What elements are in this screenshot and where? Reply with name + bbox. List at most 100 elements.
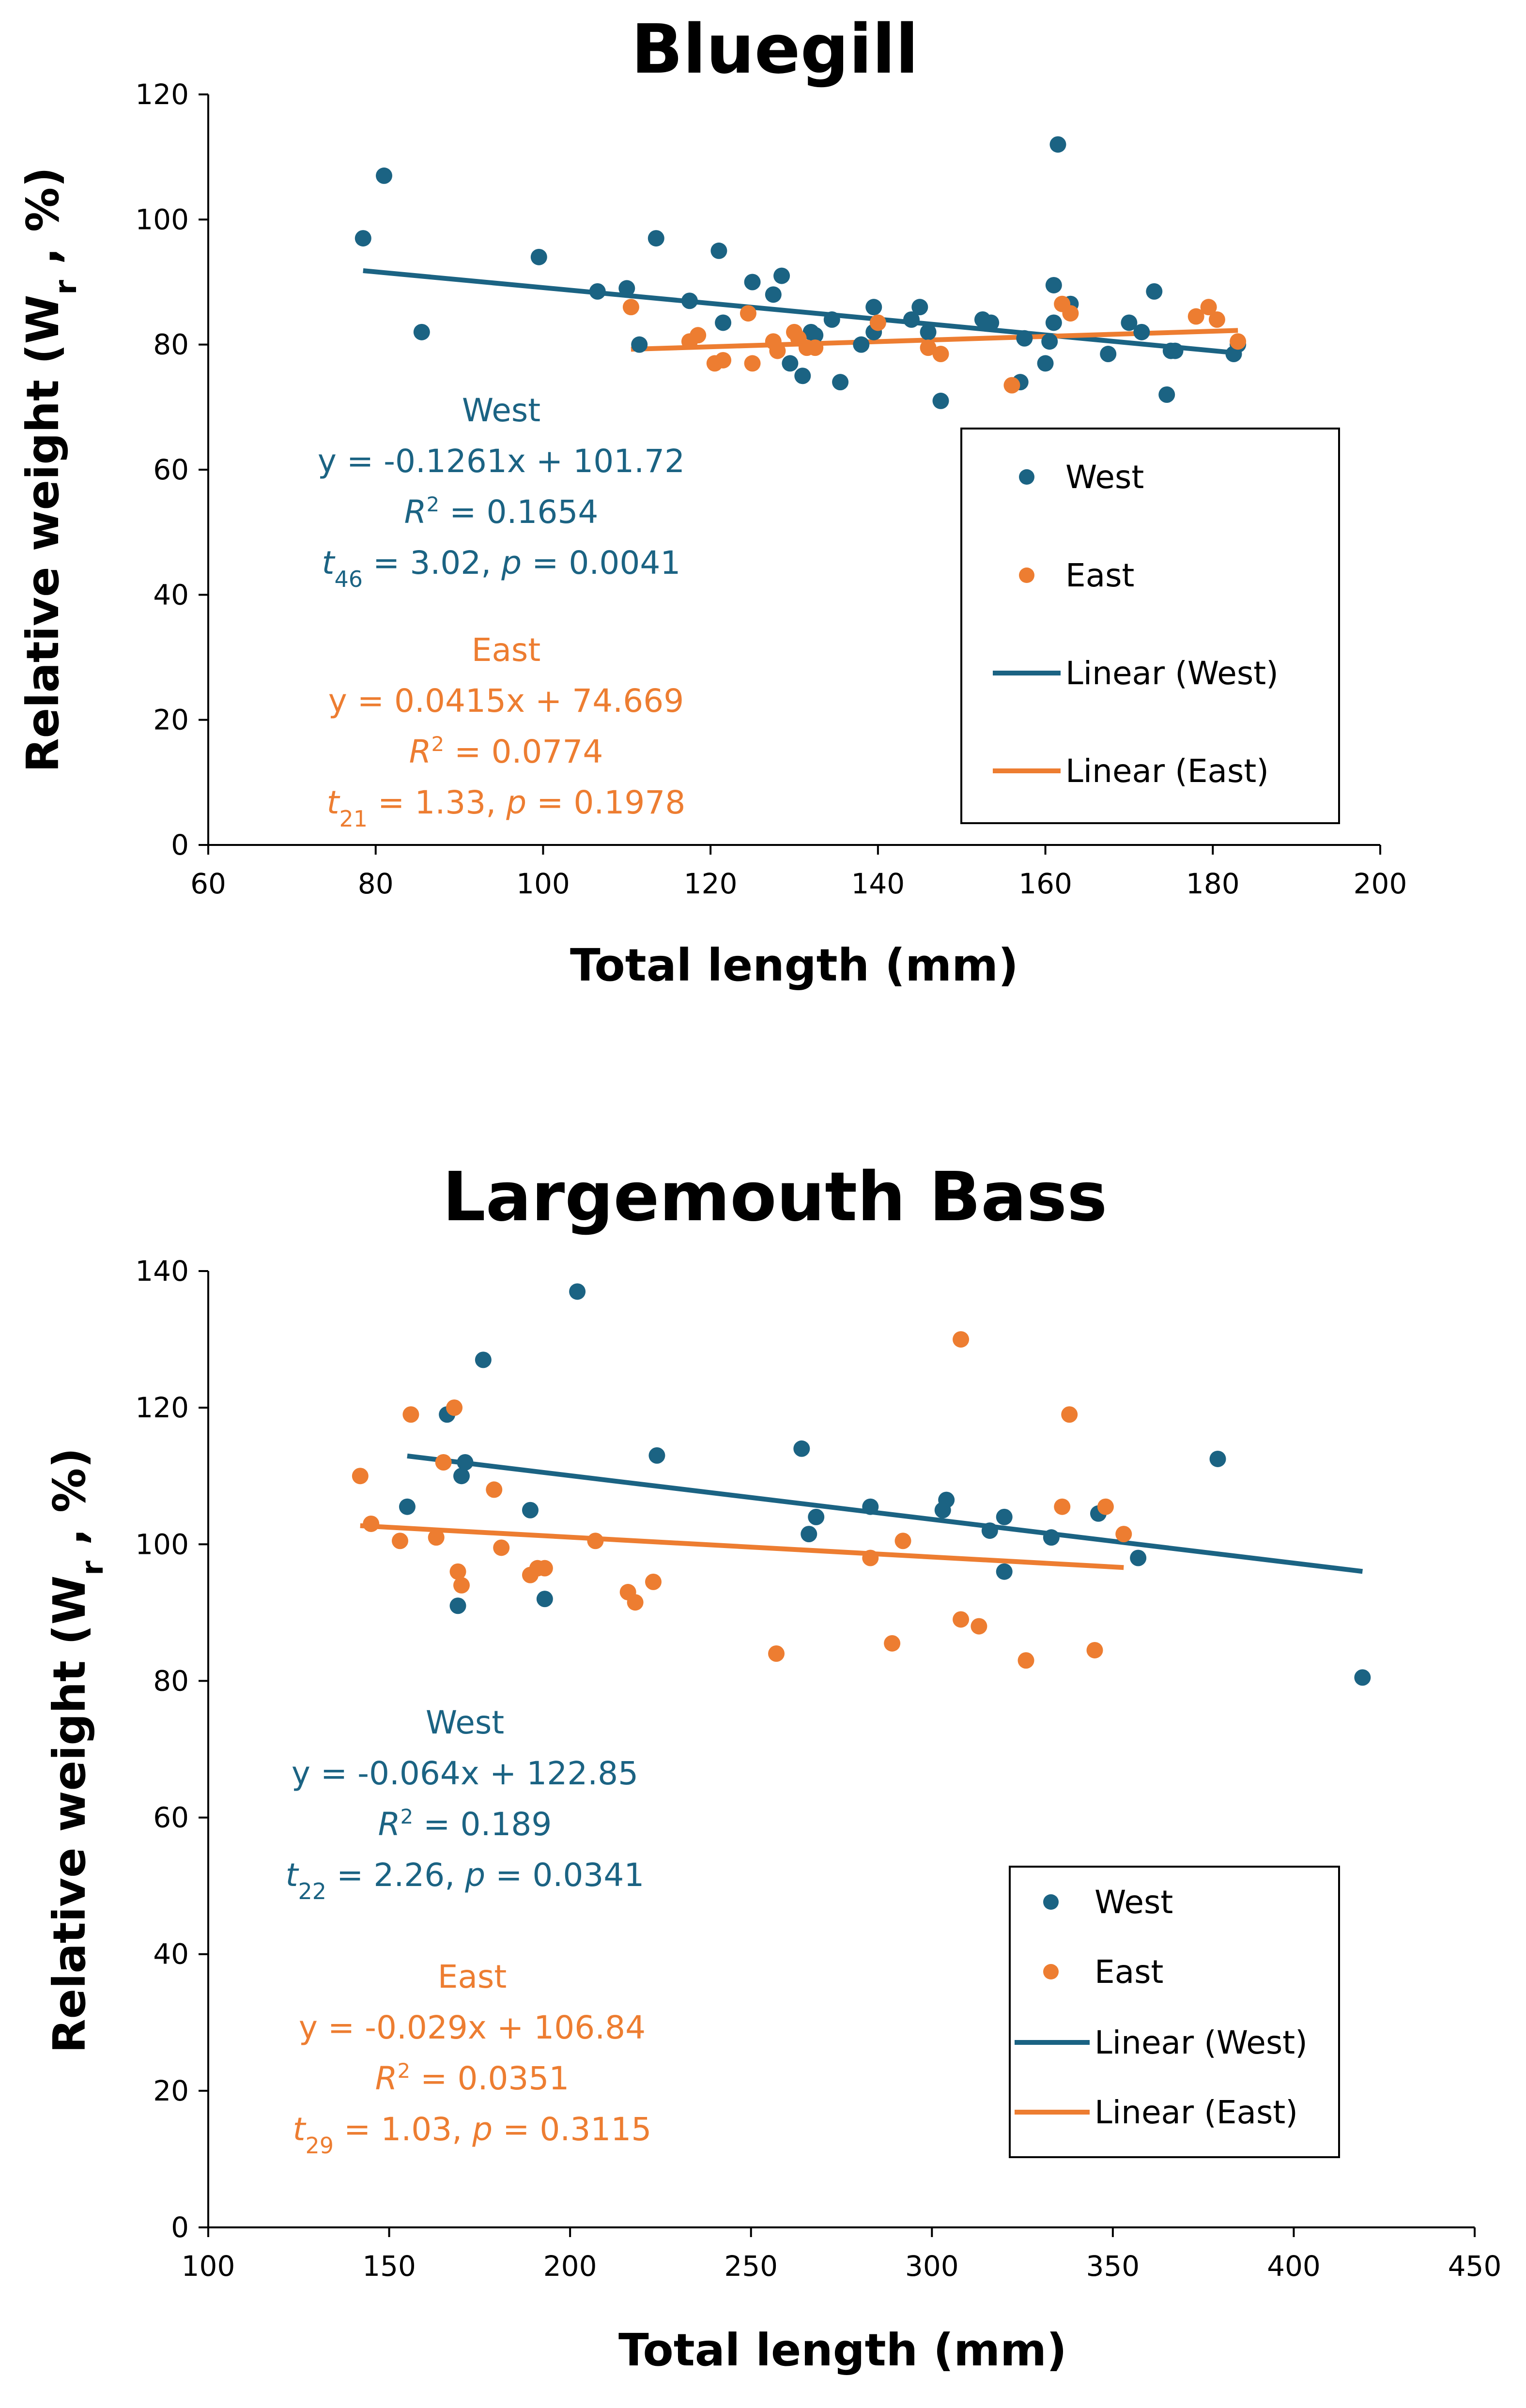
point-east bbox=[971, 1618, 987, 1635]
legend-linear-east-label: Linear (East) bbox=[1094, 2094, 1298, 2131]
point-east bbox=[768, 1645, 785, 1662]
point-east bbox=[690, 327, 707, 344]
point-west bbox=[1041, 333, 1058, 350]
point-west bbox=[983, 314, 1000, 331]
y-tick-label: 20 bbox=[153, 2074, 189, 2107]
legend: West East Linear (West) Linear (East) bbox=[960, 428, 1340, 824]
point-east bbox=[740, 305, 756, 322]
point-west bbox=[794, 368, 811, 384]
y-tick-label: 40 bbox=[153, 1938, 189, 1971]
point-west bbox=[715, 314, 732, 331]
point-west bbox=[569, 1283, 586, 1300]
point-east bbox=[894, 1533, 911, 1549]
axes bbox=[207, 1271, 1475, 2228]
point-west bbox=[1133, 323, 1150, 340]
legend: West East Linear (West) Linear (East) bbox=[1009, 1866, 1340, 2158]
point-east bbox=[645, 1573, 662, 1590]
point-west bbox=[1037, 355, 1054, 372]
point-west bbox=[744, 274, 761, 291]
point-west bbox=[1016, 330, 1033, 347]
east-annotation-label: East bbox=[472, 631, 540, 669]
trendline-west bbox=[407, 1453, 1363, 1574]
point-east bbox=[1061, 1406, 1078, 1423]
y-tick-label: 80 bbox=[153, 1664, 189, 1697]
west-equation: y = -0.1261x + 101.72 bbox=[318, 443, 685, 480]
east-r-squared: R2 = 0.0351 bbox=[375, 2059, 570, 2098]
point-west bbox=[862, 1498, 879, 1515]
legend-east-label: East bbox=[1065, 557, 1134, 594]
trendlines bbox=[360, 1453, 1363, 1574]
point-east bbox=[1017, 1652, 1034, 1669]
west-t-test: t46 = 3.02, p = 0.0041 bbox=[322, 544, 681, 592]
point-west bbox=[938, 1491, 955, 1508]
point-east bbox=[402, 1406, 419, 1423]
x-tick-label: 200 bbox=[543, 2250, 597, 2283]
point-west bbox=[807, 327, 824, 344]
point-west bbox=[1100, 346, 1117, 363]
point-west bbox=[808, 1508, 825, 1525]
point-east bbox=[391, 1533, 408, 1549]
west-equation: y = -0.064x + 122.85 bbox=[292, 1755, 638, 1792]
y-tick-label: 80 bbox=[153, 328, 189, 361]
point-east bbox=[953, 1331, 970, 1348]
point-east bbox=[1208, 311, 1225, 328]
point-east bbox=[536, 1560, 553, 1577]
trendline-west bbox=[363, 268, 1238, 356]
x-tick-label: 250 bbox=[724, 2250, 778, 2283]
point-west bbox=[793, 1440, 810, 1457]
x-ticks: 100 150 200 250 300 350 400 450 bbox=[182, 2227, 1501, 2283]
point-west bbox=[530, 248, 547, 265]
point-west bbox=[681, 292, 698, 309]
y-tick-label: 120 bbox=[135, 1391, 189, 1424]
x-axis-title: Total length (mm) bbox=[570, 939, 1018, 991]
point-west bbox=[1158, 386, 1175, 403]
y-axis-title: Relative weight (Wr , %) bbox=[44, 1448, 110, 2053]
point-west bbox=[1121, 314, 1138, 331]
point-west bbox=[853, 336, 870, 353]
point-east bbox=[769, 342, 786, 359]
west-stats-annotation: West y = -0.064x + 122.85 R2 = 0.189 t22… bbox=[286, 1704, 645, 1904]
point-east bbox=[1062, 305, 1079, 322]
point-west bbox=[522, 1502, 539, 1518]
point-west bbox=[996, 1563, 1013, 1580]
point-west bbox=[376, 167, 392, 184]
point-west bbox=[648, 1447, 665, 1464]
point-east bbox=[1230, 333, 1247, 350]
east-stats-annotation: East y = 0.0415x + 74.669 R2 = 0.0774 t2… bbox=[327, 631, 686, 832]
data-points bbox=[352, 1283, 1371, 1686]
point-east bbox=[1115, 1526, 1132, 1543]
point-west bbox=[903, 311, 920, 328]
x-ticks: 60 80 100 120 140 160 180 200 bbox=[190, 845, 1407, 900]
y-tick-label: 0 bbox=[171, 2211, 189, 2244]
point-west bbox=[773, 267, 790, 284]
x-tick-label: 120 bbox=[684, 867, 738, 900]
point-west bbox=[932, 392, 949, 409]
point-east bbox=[352, 1468, 369, 1485]
data-points bbox=[355, 136, 1247, 409]
point-west bbox=[453, 1468, 470, 1485]
point-west bbox=[536, 1591, 553, 1608]
point-west bbox=[1209, 1450, 1226, 1467]
y-tick-label: 140 bbox=[135, 1255, 189, 1288]
point-east bbox=[715, 352, 732, 368]
point-west bbox=[589, 283, 606, 300]
west-annotation-label: West bbox=[462, 392, 540, 429]
point-west bbox=[765, 286, 782, 303]
legend-linear-west-label: Linear (West) bbox=[1065, 655, 1279, 692]
point-west bbox=[1045, 276, 1062, 293]
west-annotation-label: West bbox=[426, 1704, 504, 1741]
legend-west-marker bbox=[1043, 1894, 1059, 1910]
point-west bbox=[1354, 1669, 1371, 1686]
point-west bbox=[413, 323, 430, 340]
x-tick-label: 180 bbox=[1186, 867, 1240, 900]
y-tick-label: 60 bbox=[153, 1801, 189, 1834]
point-east bbox=[493, 1539, 510, 1556]
y-tick-label: 0 bbox=[171, 828, 189, 861]
y-ticks: 0 20 40 60 80 100 120 bbox=[135, 78, 208, 861]
point-west bbox=[920, 323, 937, 340]
legend-west-label: West bbox=[1094, 1884, 1173, 1921]
x-tick-label: 100 bbox=[182, 2250, 235, 2283]
point-east bbox=[932, 346, 949, 363]
x-tick-label: 350 bbox=[1086, 2250, 1140, 2283]
point-east bbox=[627, 1594, 644, 1611]
